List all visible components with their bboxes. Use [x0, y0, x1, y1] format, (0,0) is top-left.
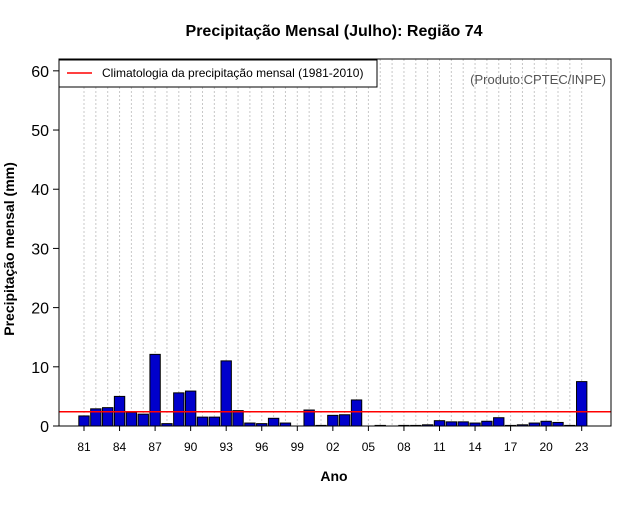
bar-1981 [78, 415, 90, 427]
x-tick-label: 93 [220, 440, 234, 454]
x-tick-label: 23 [575, 440, 589, 454]
bar-1994 [232, 410, 244, 427]
x-tick-label: 99 [291, 440, 305, 454]
y-tick-label: 20 [31, 301, 49, 318]
bar-1993 [220, 360, 232, 427]
x-tick-label: 14 [468, 440, 482, 454]
plot-frame [58, 58, 612, 427]
bar-1987 [149, 353, 161, 427]
bar-1983 [102, 407, 114, 427]
y-tick-label: 40 [31, 182, 49, 199]
x-tick-label: 11 [433, 440, 446, 454]
y-tick-label: 60 [31, 64, 49, 81]
x-tick-label: 17 [504, 440, 518, 454]
y-tick-label: 30 [31, 241, 49, 258]
bar-2016 [493, 417, 505, 427]
x-tick-label: 08 [397, 440, 411, 454]
bar-2003 [339, 414, 351, 427]
bar-2011 [433, 420, 446, 427]
y-tick-label: 0 [40, 419, 49, 436]
x-tick-label: 81 [77, 440, 91, 454]
x-tick-label: 96 [255, 440, 269, 454]
bar-2021 [552, 421, 564, 427]
bar-2023 [576, 381, 588, 427]
x-tick-label: 05 [362, 440, 376, 454]
x-tick-label: 90 [184, 440, 198, 454]
bar-2013 [457, 421, 469, 427]
x-tick-label: 02 [326, 440, 340, 454]
credit-text: (Produto:CPTEC/INPE) [470, 72, 606, 87]
bar-1985 [125, 411, 138, 427]
bar-1997 [267, 417, 280, 427]
bars-layer [78, 353, 588, 427]
bar-2002 [327, 414, 339, 427]
x-axis-label: Ano [320, 468, 347, 484]
bar-2004 [350, 399, 363, 427]
bar-1991 [196, 416, 209, 427]
x-tick-label: 84 [113, 440, 127, 454]
bar-2015 [481, 420, 493, 427]
x-tick-label: 87 [148, 440, 162, 454]
y-tick-label: 50 [31, 123, 49, 140]
y-axis-label: Precipitação mensal (mm) [1, 162, 17, 336]
x-axis: 81 84 87 90 93 96 99 02 05 08 11 14 17 20 23 [77, 426, 589, 454]
x-tick-label: 20 [539, 440, 553, 454]
bar-1990 [184, 390, 197, 427]
legend: Climatologia da precipitação mensal (198… [58, 59, 378, 88]
chart-title: Precipitação Mensal (Julho): Região 74 [186, 23, 483, 40]
legend-box [58, 59, 378, 88]
bar-1992 [208, 416, 221, 427]
bar-1986 [137, 413, 149, 427]
y-axis: 0 10 20 30 40 50 60 [31, 64, 59, 436]
legend-label: Climatologia da precipitação mensal (198… [102, 66, 363, 80]
bar-1989 [173, 392, 185, 427]
bar-2020 [540, 420, 552, 427]
bar-2012 [445, 421, 458, 427]
y-tick-label: 10 [31, 360, 49, 377]
grid-layer [83, 59, 583, 426]
